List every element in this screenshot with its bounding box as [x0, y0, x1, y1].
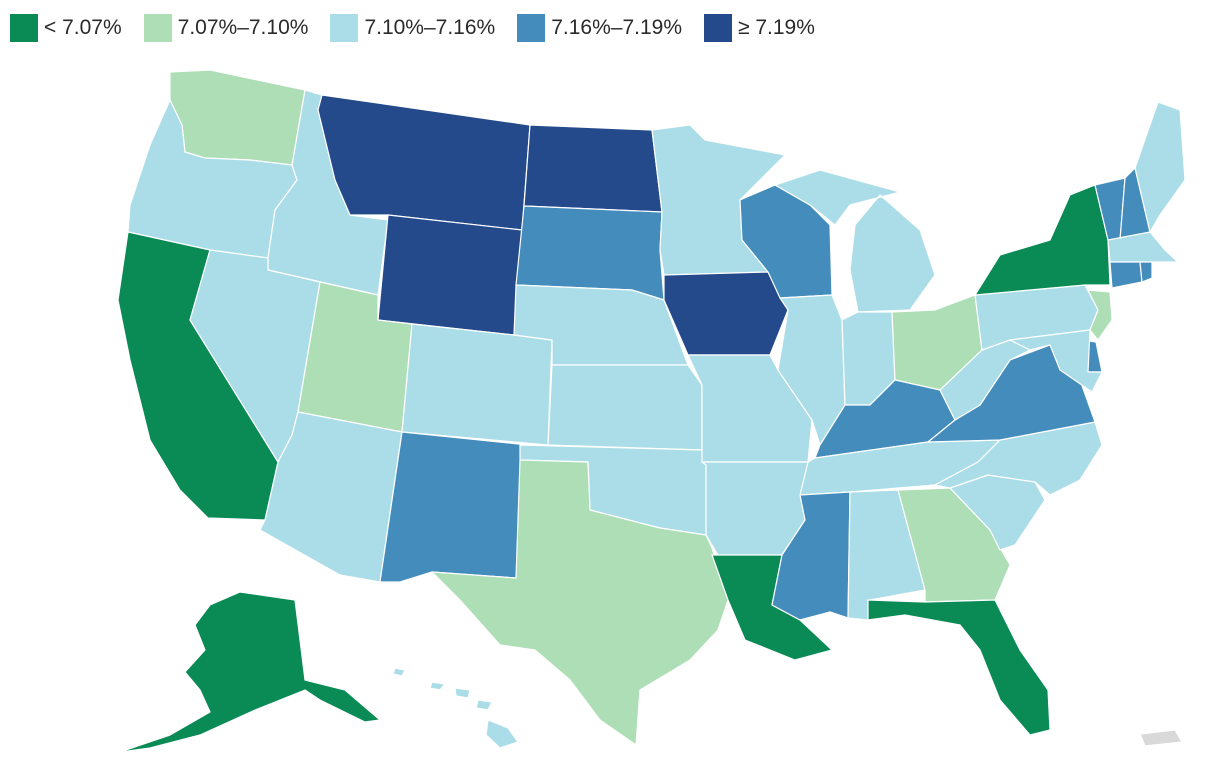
- state-ct[interactable]: [1109, 261, 1143, 289]
- state-nm[interactable]: [379, 431, 529, 583]
- legend-item-1: < 7.07%: [10, 14, 122, 42]
- state-ri[interactable]: [1139, 261, 1153, 283]
- legend-swatch-2: [143, 14, 172, 42]
- legend-label-4: 7.16%–7.19%: [551, 16, 682, 39]
- state-hi[interactable]: [392, 667, 519, 749]
- state-mi[interactable]: [774, 169, 936, 313]
- state-ia[interactable]: [663, 271, 789, 356]
- legend-label-1: < 7.07%: [44, 16, 122, 39]
- legend-swatch-5: [704, 14, 732, 42]
- legend: < 7.07% 7.07%–7.10% 7.10%–7.16% 7.16%–7.…: [10, 12, 837, 44]
- state-mt[interactable]: [317, 94, 531, 231]
- legend-swatch-3: [330, 14, 359, 42]
- state-mo[interactable]: [687, 354, 813, 463]
- state-co[interactable]: [401, 323, 553, 446]
- state-nd[interactable]: [523, 124, 663, 213]
- state-pr[interactable]: [1139, 729, 1183, 747]
- legend-label-3: 7.10%–7.16%: [364, 16, 496, 39]
- state-nc[interactable]: [934, 421, 1103, 496]
- legend-swatch-1: [10, 14, 38, 42]
- state-fl[interactable]: [867, 599, 1051, 736]
- state-tx[interactable]: [431, 459, 729, 746]
- state-wy[interactable]: [377, 214, 523, 336]
- state-ma[interactable]: [1107, 231, 1179, 263]
- state-wa[interactable]: [169, 69, 306, 166]
- legend-item-5: ≥ 7.19%: [704, 14, 815, 42]
- state-md[interactable]: [1009, 329, 1103, 393]
- legend-item-3: 7.10%–7.16%: [330, 14, 495, 42]
- state-ks[interactable]: [547, 364, 703, 451]
- state-nj[interactable]: [1087, 289, 1113, 341]
- legend-label-2: 7.07%–7.10%: [177, 16, 309, 39]
- legend-item-2: 7.07%–7.10%: [143, 14, 309, 42]
- legend-label-5: ≥ 7.19%: [738, 16, 815, 39]
- legend-swatch-4: [517, 14, 546, 42]
- state-ny[interactable]: [974, 184, 1111, 296]
- legend-item-4: 7.16%–7.19%: [517, 14, 682, 42]
- state-ak[interactable]: [119, 591, 381, 753]
